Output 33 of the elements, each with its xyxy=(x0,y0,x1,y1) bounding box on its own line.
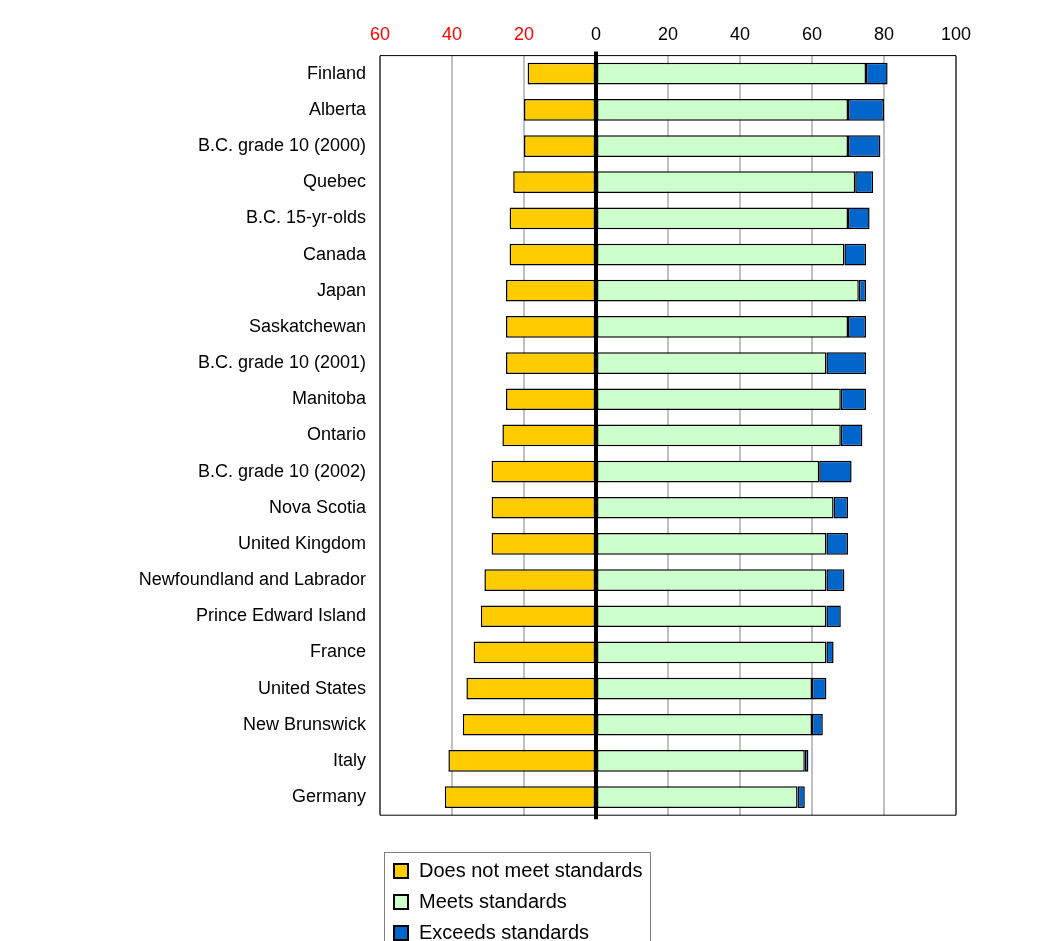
y-tick-label: Japan xyxy=(316,279,366,300)
y-tick-label: Germany xyxy=(291,786,366,807)
y-tick-label: B.C. grade 10 (2000) xyxy=(197,135,366,155)
y-tick-label: Newfoundland and Labrador xyxy=(138,569,366,590)
y-tick-label: Manitoba xyxy=(291,388,367,409)
legend-label: Exceeds standards xyxy=(419,921,590,941)
y-tick-label: Prince Edward Island xyxy=(195,605,366,626)
y-tick-label: Nova Scotia xyxy=(268,496,367,517)
x-tick-label: 20 xyxy=(513,23,535,44)
y-tick-label: United Kingdom xyxy=(237,532,366,553)
y-tick-label: New Brunswick xyxy=(242,713,367,734)
y-tick-label: Saskatchewan xyxy=(248,315,366,336)
x-tick-label: 20 xyxy=(657,23,679,44)
y-tick-label: B.C. grade 10 (2002) xyxy=(197,460,366,481)
x-tick-label: 60 xyxy=(801,23,823,44)
y-tick-label: Finland xyxy=(306,62,366,83)
legend-label: Does not meet standards xyxy=(419,859,643,882)
x-tick-label: 60 xyxy=(369,23,391,44)
y-tick-label: B.C. 15-yr-olds xyxy=(245,207,366,228)
x-tick-label: 0 xyxy=(590,23,602,44)
y-tick-label: Quebec xyxy=(302,171,366,192)
x-tick-label: 40 xyxy=(441,23,463,44)
y-tick-label: Ontario xyxy=(306,424,366,445)
x-tick-label: 80 xyxy=(873,23,895,44)
x-tick-label: 40 xyxy=(729,23,751,44)
y-tick-label: France xyxy=(309,641,366,662)
x-tick-label: 100 xyxy=(940,23,972,44)
y-tick-label: Italy xyxy=(332,749,366,770)
y-tick-label: United States xyxy=(257,677,366,698)
y-tick-label: B.C. grade 10 (2001) xyxy=(197,352,366,373)
y-tick-label: Canada xyxy=(302,243,367,264)
y-tick-label: Alberta xyxy=(308,98,367,119)
legend-label: Meets standards xyxy=(419,890,567,913)
